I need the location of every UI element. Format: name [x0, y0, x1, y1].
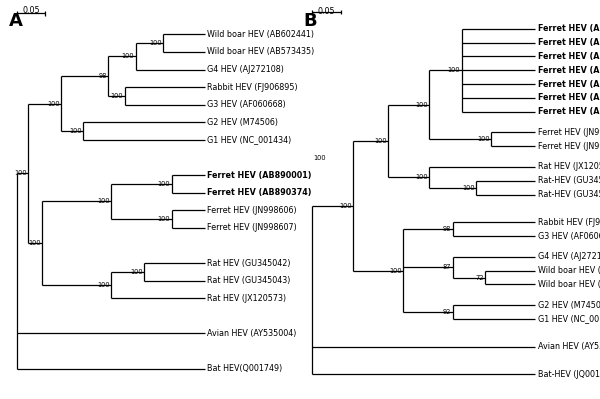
Text: Ferret HEV (AB890001): Ferret HEV (AB890001) [538, 38, 600, 47]
Text: Wild boar HEV (AB573435): Wild boar HEV (AB573435) [538, 266, 600, 275]
Text: 92: 92 [443, 309, 451, 315]
Text: 0.05: 0.05 [317, 7, 335, 16]
Text: G2 HEV (M74506): G2 HEV (M74506) [538, 301, 600, 310]
Text: 100: 100 [158, 216, 170, 222]
Text: Ferret HEV (AB890376): Ferret HEV (AB890376) [538, 93, 600, 102]
Text: Rat HEV (JX120573): Rat HEV (JX120573) [208, 294, 287, 303]
Text: 100: 100 [14, 170, 27, 176]
Text: 100: 100 [97, 198, 110, 205]
Text: Ferret HEV (AB890374): Ferret HEV (AB890374) [208, 188, 312, 197]
Text: 100: 100 [415, 102, 428, 108]
Text: G1 HEV (NC_001434): G1 HEV (NC_001434) [208, 135, 292, 144]
Text: Ferret HEV (AB890378): Ferret HEV (AB890378) [538, 107, 600, 116]
Text: 98: 98 [98, 73, 107, 79]
Text: 100: 100 [477, 136, 490, 142]
Text: 100: 100 [339, 203, 352, 209]
Text: Rat HEV (GU345043): Rat HEV (GU345043) [208, 276, 291, 285]
Text: G2 HEV (M74506): G2 HEV (M74506) [208, 118, 278, 127]
Text: 100: 100 [69, 128, 82, 134]
Text: Bat-HEV (JQ001749): Bat-HEV (JQ001749) [538, 370, 600, 379]
Text: 100: 100 [158, 181, 170, 187]
Text: Rat-HEV (GU345043): Rat-HEV (GU345043) [538, 176, 600, 185]
Text: Avian HEV (AY535004): Avian HEV (AY535004) [208, 329, 297, 338]
Text: Ferret HEV (JN998606): Ferret HEV (JN998606) [208, 206, 297, 215]
Text: 100: 100 [130, 269, 143, 275]
Text: G4 HEV (AJ272108): G4 HEV (AJ272108) [538, 252, 600, 261]
Text: Ferret HEV (AB890374): Ferret HEV (AB890374) [538, 66, 600, 75]
Text: Wild boar HEV (AB602441): Wild boar HEV (AB602441) [208, 30, 314, 39]
Text: Wild boar HEV (AB573435): Wild boar HEV (AB573435) [208, 47, 315, 57]
Text: 72: 72 [475, 275, 484, 280]
Text: B: B [303, 12, 317, 30]
Text: Wild boar HEV (AB602441): Wild boar HEV (AB602441) [538, 280, 600, 289]
Text: 100: 100 [122, 53, 134, 59]
Text: Bat HEV(Q001749): Bat HEV(Q001749) [208, 364, 283, 373]
Text: Ferret HEV (AB890001): Ferret HEV (AB890001) [208, 171, 312, 180]
Text: 98: 98 [443, 226, 451, 232]
Text: Rat HEV (GU345042): Rat HEV (GU345042) [208, 259, 291, 268]
Text: G3 HEV (AF060668): G3 HEV (AF060668) [208, 100, 286, 109]
Text: 100: 100 [313, 154, 326, 161]
Text: Rat HEV (JX120573): Rat HEV (JX120573) [538, 162, 600, 172]
Text: Rabbit HEV (FJ906895): Rabbit HEV (FJ906895) [208, 83, 298, 92]
Text: A: A [9, 12, 23, 30]
Text: Rabbit HEV (FJ906895): Rabbit HEV (FJ906895) [538, 218, 600, 227]
Text: G3 HEV (AF060668): G3 HEV (AF060668) [538, 231, 600, 241]
Text: Ferret HEV (JN998606): Ferret HEV (JN998606) [538, 128, 600, 137]
Text: 100: 100 [415, 174, 428, 180]
Text: 100: 100 [97, 282, 110, 288]
Text: Ferret HEV (AB890379): Ferret HEV (AB890379) [538, 52, 600, 61]
Text: Ferret HEV (AB890377): Ferret HEV (AB890377) [538, 24, 600, 33]
Text: G4 HEV (AJ272108): G4 HEV (AJ272108) [208, 65, 284, 74]
Text: 100: 100 [389, 268, 401, 274]
Text: Rat-HEV (GU345042): Rat-HEV (GU345042) [538, 190, 600, 199]
Text: 100: 100 [374, 138, 387, 144]
Text: 87: 87 [443, 264, 451, 270]
Text: Ferret HEV (AB890375): Ferret HEV (AB890375) [538, 79, 600, 89]
Text: Ferret HEV (JN998607): Ferret HEV (JN998607) [538, 142, 600, 151]
Text: 100: 100 [110, 93, 124, 99]
Text: 100: 100 [448, 67, 460, 73]
Text: Ferret HEV (JN998607): Ferret HEV (JN998607) [208, 223, 297, 232]
Text: 0.05: 0.05 [22, 6, 40, 15]
Text: 100: 100 [463, 185, 475, 191]
Text: Avian HEV (AY535004): Avian HEV (AY535004) [538, 342, 600, 351]
Text: 100: 100 [149, 40, 162, 46]
Text: 100: 100 [47, 101, 60, 107]
Text: G1 HEV (NC_001434): G1 HEV (NC_001434) [538, 314, 600, 324]
Text: 100: 100 [28, 240, 41, 246]
